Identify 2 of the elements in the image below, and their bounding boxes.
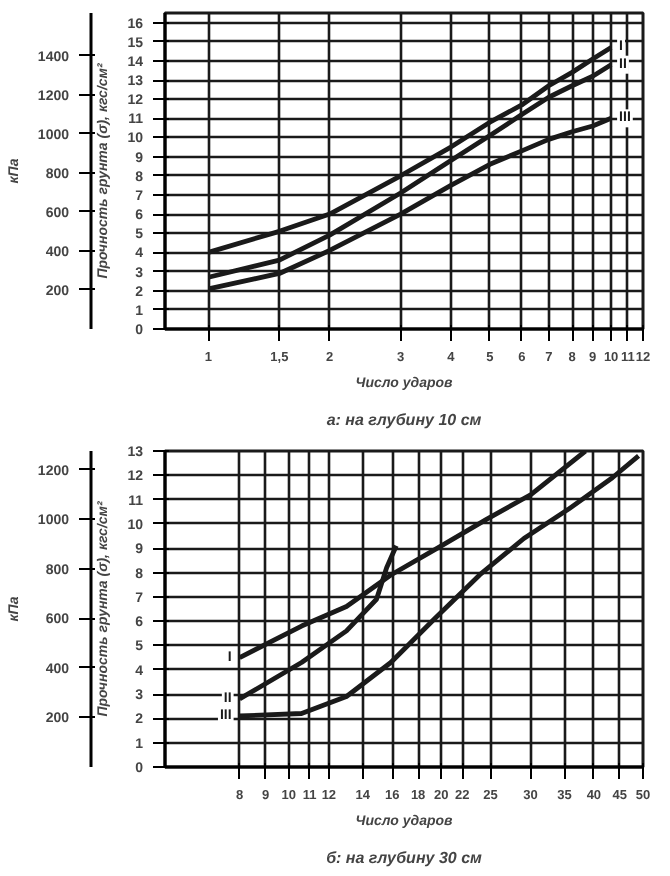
text: б: на глубину 30 см (326, 849, 483, 867)
text: а: на глубину 10 см (326, 411, 482, 429)
